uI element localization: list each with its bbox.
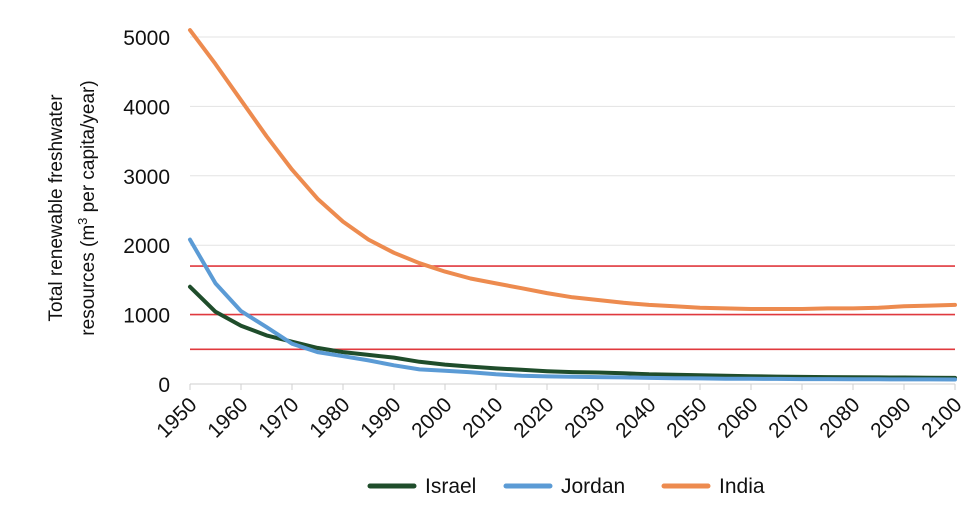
x-axis-ticks: 1950 1960 1970 1980 1990 2000 2010 2020 2030 2040… <box>152 384 967 443</box>
x-tick-label: 2080 <box>815 393 864 442</box>
legend: Israel Jordan India <box>367 475 765 498</box>
x-tick-label: 2020 <box>509 393 558 442</box>
series-line-israel <box>188 284 957 380</box>
x-tick-label: 1960 <box>203 393 252 442</box>
legend-label-jordan: Jordan <box>561 475 625 498</box>
x-tick-label: 2010 <box>458 393 507 442</box>
y-tick-label: 1000 <box>123 305 170 328</box>
x-tick-label: 1970 <box>254 393 303 442</box>
x-tick-label: 1950 <box>152 393 201 442</box>
x-tick-label: 2060 <box>713 393 762 442</box>
y-tick-label: 0 <box>158 374 170 397</box>
y-tick-label: 2000 <box>123 235 170 258</box>
series-line-india <box>188 28 957 311</box>
y-axis-title-prefix: resources (m <box>78 225 99 336</box>
y-axis-ticks: 0 1000 2000 3000 4000 5000 <box>123 27 170 397</box>
y-tick-label: 5000 <box>123 27 170 50</box>
x-tick-label: 2030 <box>560 393 609 442</box>
y-tick-label: 3000 <box>123 166 170 189</box>
x-tick-label: 2000 <box>407 393 456 442</box>
x-tick-label: 2050 <box>662 393 711 442</box>
x-tick-label: 2100 <box>917 393 966 442</box>
gridlines <box>190 36 955 385</box>
x-tick-label: 2090 <box>866 393 915 442</box>
series-lines <box>188 28 957 382</box>
x-tick-label: 1990 <box>356 393 405 442</box>
legend-label-israel: Israel <box>425 475 476 498</box>
y-axis-title-line-2: resources (m3 per capita/year) <box>75 80 99 335</box>
x-tick-label: 2070 <box>764 393 813 442</box>
legend-label-india: India <box>719 475 765 498</box>
y-axis-title-suffix: per capita/year) <box>78 80 99 217</box>
series-line-jordan <box>188 237 957 382</box>
y-axis-title-superscript: 3 <box>75 218 90 225</box>
x-tick-label: 2040 <box>611 393 660 442</box>
x-tick-label: 1980 <box>305 393 354 442</box>
y-axis-title-line-1: Total renewable freshwater <box>46 94 67 322</box>
y-tick-label: 4000 <box>123 96 170 119</box>
